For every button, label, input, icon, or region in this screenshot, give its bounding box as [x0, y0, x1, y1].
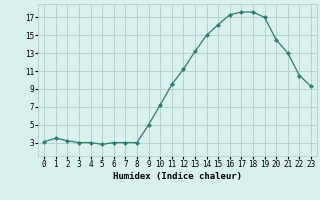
X-axis label: Humidex (Indice chaleur): Humidex (Indice chaleur) [113, 172, 242, 181]
